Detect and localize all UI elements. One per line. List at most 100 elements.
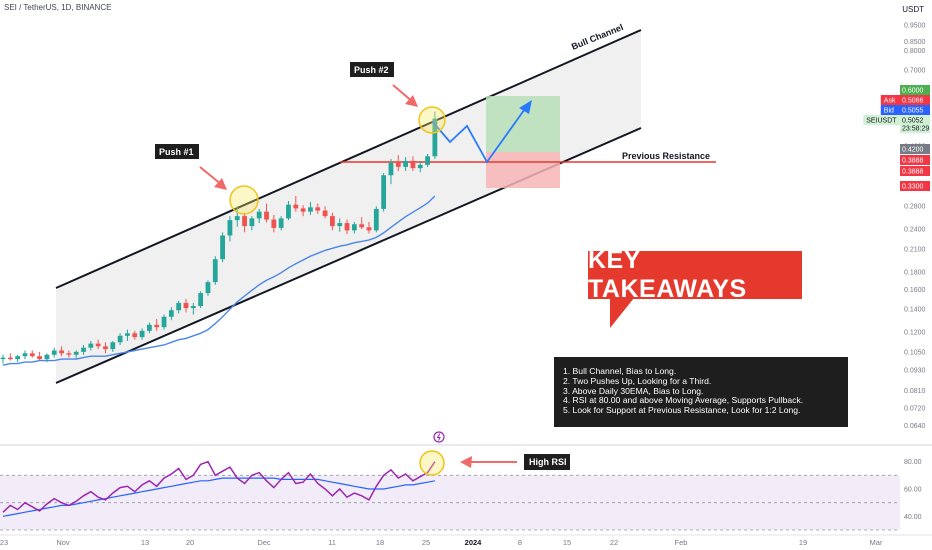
- candle: [103, 342, 108, 354]
- candle-body: [73, 351, 79, 355]
- key-takeaways-banner: KEY TAKEAWAYS: [588, 246, 802, 303]
- price-badge-tag: [880, 105, 900, 115]
- candle: [366, 221, 372, 234]
- candle-body: [403, 160, 408, 167]
- candle-body: [117, 335, 123, 343]
- price-badge-value: 0.3888: [902, 158, 924, 165]
- candle-body: [176, 302, 182, 311]
- candle-body: [300, 208, 306, 212]
- time-tick-label: 11: [328, 538, 336, 547]
- price-badge-bg: [900, 95, 930, 105]
- candle-body: [410, 160, 416, 169]
- push1-arrow: [199, 166, 223, 186]
- price-badge: 0.3888: [900, 166, 930, 176]
- candle: [403, 157, 408, 172]
- candle-body: [373, 208, 379, 231]
- key-takeaways-list: 1. Bull Channel, Bias to Long. 2. Two Pu…: [554, 357, 848, 427]
- push2-highlight: [418, 106, 446, 134]
- price-tick-label: 0.8000: [904, 48, 926, 55]
- candle: [417, 160, 423, 173]
- candle-body: [388, 162, 394, 176]
- candle-body: [264, 211, 269, 220]
- candle: [161, 314, 167, 330]
- candle: [234, 206, 240, 227]
- rsi-line: [2, 460, 436, 513]
- candle: [373, 206, 379, 233]
- time-tick-label: 20: [186, 538, 194, 547]
- price-tick-label: 0.1050: [904, 349, 926, 356]
- candle: [0, 354, 6, 364]
- price-badge-value: 0.5055: [902, 108, 924, 115]
- push2-arrowhead: [405, 95, 418, 107]
- candle-body: [147, 324, 152, 331]
- candle: [198, 291, 204, 309]
- candle: [271, 214, 277, 233]
- stop-zone[interactable]: [486, 152, 560, 188]
- time-tick-label: Mar: [870, 538, 883, 547]
- candle-body: [227, 220, 233, 236]
- price-tick-label: 0.9500: [904, 22, 926, 29]
- takeaway-item: 3. Above Daily 30EMA, Bias to Long.: [563, 385, 704, 396]
- time-axis[interactable]: 23 Nov 13 20 Dec 11 18 25 2024 8 15 22 Feb 19 Mar: [0, 538, 883, 547]
- push1-arrowhead: [214, 178, 227, 190]
- rsi-tick-label: 40.00: [904, 514, 922, 521]
- price-badge: 0.6000: [900, 85, 930, 95]
- candle: [117, 333, 123, 345]
- rsi-tick-label: 60.00: [904, 487, 922, 494]
- price-badge-bg: [900, 85, 930, 95]
- price-tick-label: 0.0930: [904, 367, 926, 374]
- price-tick-label: 0.2800: [904, 204, 926, 211]
- candle-body: [190, 306, 196, 309]
- takeaway-item: 2. Two Pushes Up, Looking for a Third.: [563, 375, 712, 386]
- candle-body: [110, 342, 116, 350]
- candle: [125, 329, 130, 341]
- candle-body: [417, 164, 423, 169]
- price-tick-label: 0.2100: [904, 246, 926, 253]
- candle-body: [51, 350, 57, 355]
- candle-body: [0, 357, 6, 360]
- candle-body: [359, 224, 365, 228]
- takeaway-item: 1. Bull Channel, Bias to Long.: [563, 366, 677, 376]
- candle-body: [95, 343, 101, 347]
- candle: [410, 156, 416, 172]
- price-badge: 0.3300: [900, 181, 930, 191]
- price-badge: 0.3888: [900, 155, 930, 165]
- candle: [205, 280, 211, 296]
- channel-upper-line[interactable]: [55, 29, 642, 289]
- candle: [330, 212, 335, 231]
- candle-body: [183, 302, 189, 309]
- candle-body: [168, 310, 174, 317]
- candle: [227, 216, 233, 242]
- price-badge-bg: [900, 181, 930, 191]
- time-tick-label: 2024: [465, 538, 483, 547]
- high-rsi-label: High RSI: [529, 457, 567, 467]
- candle: [249, 216, 255, 231]
- push1-highlight: [229, 185, 259, 215]
- candle-body: [271, 219, 277, 228]
- candle-body: [205, 282, 211, 294]
- price-badge: 23:58:29: [900, 123, 930, 133]
- candle: [293, 196, 299, 212]
- candle: [22, 350, 28, 360]
- price-tick-label: 0.1600: [904, 287, 926, 294]
- price-axis[interactable]: 0.95000.85000.80000.70000.60000.55000.50…: [904, 22, 926, 430]
- candle-body: [44, 354, 50, 360]
- candle-body: [337, 223, 343, 227]
- candle: [425, 154, 430, 167]
- symbol-title: SEI / TetherUS, 1D, BINANCE: [4, 3, 112, 12]
- candle-body: [234, 216, 240, 221]
- price-badge-bg: [900, 115, 930, 125]
- candle: [88, 340, 94, 351]
- candle-body: [308, 207, 313, 212]
- rsi-axis[interactable]: 80.00 60.00 40.00: [904, 459, 922, 521]
- candle: [278, 216, 284, 231]
- candle-body: [344, 223, 350, 231]
- push1-callout: [155, 144, 199, 159]
- candle-body: [132, 333, 138, 338]
- time-tick-label: 23: [0, 538, 8, 547]
- takeaway-item: 5. Look for Support at Previous Resistan…: [563, 405, 801, 416]
- price-badge-tag: [863, 115, 900, 125]
- candle-body: [256, 211, 262, 219]
- target-zone[interactable]: [486, 96, 560, 152]
